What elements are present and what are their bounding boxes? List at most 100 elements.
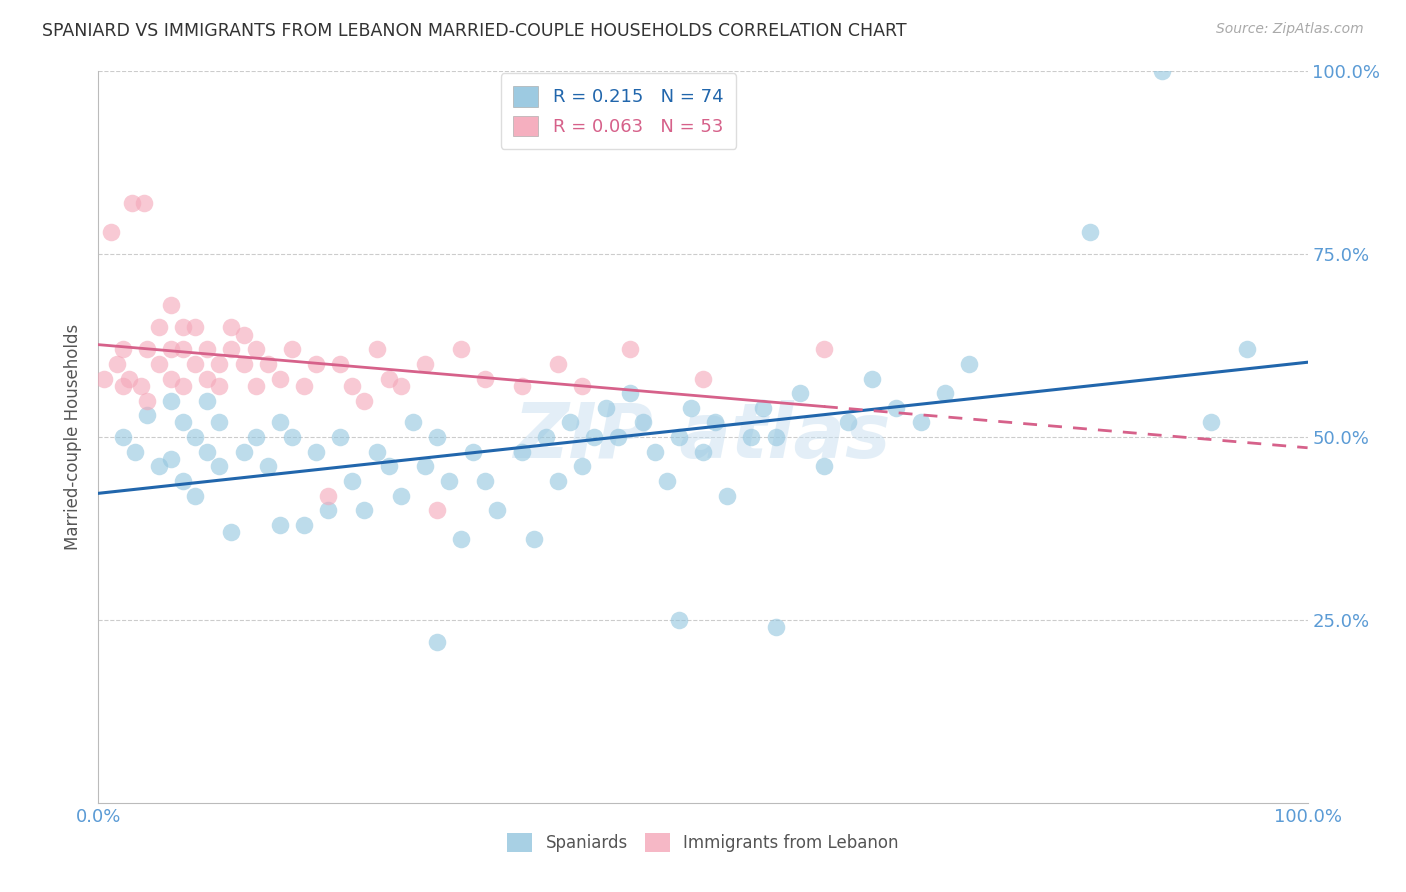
Point	[571, 379, 593, 393]
Point	[413, 459, 436, 474]
Point	[232, 327, 254, 342]
Point	[353, 393, 375, 408]
Point	[1236, 343, 1258, 357]
Point	[121, 196, 143, 211]
Point	[450, 343, 472, 357]
Point	[377, 459, 399, 474]
Point	[148, 320, 170, 334]
Point	[353, 503, 375, 517]
Point	[692, 444, 714, 458]
Point	[413, 357, 436, 371]
Point	[607, 430, 630, 444]
Point	[124, 444, 146, 458]
Point	[547, 357, 569, 371]
Point	[100, 225, 122, 239]
Point	[172, 416, 194, 430]
Point	[184, 489, 207, 503]
Text: ZIP atlas: ZIP atlas	[515, 401, 891, 474]
Point	[329, 430, 352, 444]
Point	[366, 444, 388, 458]
Point	[135, 343, 157, 357]
Point	[510, 379, 533, 393]
Point	[232, 444, 254, 458]
Point	[245, 343, 267, 357]
Point	[111, 379, 134, 393]
Point	[292, 517, 315, 532]
Legend: Spaniards, Immigrants from Lebanon: Spaniards, Immigrants from Lebanon	[499, 824, 907, 860]
Point	[426, 635, 449, 649]
Point	[281, 343, 304, 357]
Point	[837, 416, 859, 430]
Point	[160, 343, 183, 357]
Point	[208, 357, 231, 371]
Point	[765, 430, 787, 444]
Point	[160, 393, 183, 408]
Point	[134, 196, 156, 211]
Point	[184, 430, 207, 444]
Point	[860, 371, 883, 385]
Point	[221, 320, 243, 334]
Point	[426, 503, 449, 517]
Point	[366, 343, 388, 357]
Point	[1078, 225, 1101, 239]
Point	[692, 371, 714, 385]
Point	[292, 379, 315, 393]
Point	[208, 416, 231, 430]
Point	[135, 393, 157, 408]
Point	[474, 371, 496, 385]
Point	[886, 401, 908, 415]
Point	[232, 357, 254, 371]
Point	[184, 357, 207, 371]
Point	[195, 371, 218, 385]
Point	[934, 386, 956, 401]
Point	[269, 416, 291, 430]
Point	[571, 459, 593, 474]
Point	[765, 620, 787, 634]
Point	[111, 343, 134, 357]
Point	[558, 416, 581, 430]
Point	[450, 533, 472, 547]
Point	[111, 430, 134, 444]
Point	[679, 401, 702, 415]
Point	[595, 401, 617, 415]
Point	[172, 320, 194, 334]
Point	[1199, 416, 1222, 430]
Point	[342, 379, 364, 393]
Text: Source: ZipAtlas.com: Source: ZipAtlas.com	[1216, 22, 1364, 37]
Point	[269, 517, 291, 532]
Point	[655, 474, 678, 488]
Point	[281, 430, 304, 444]
Point	[160, 452, 183, 467]
Point	[148, 459, 170, 474]
Point	[957, 357, 980, 371]
Point	[789, 386, 811, 401]
Point	[208, 379, 231, 393]
Point	[172, 379, 194, 393]
Point	[329, 357, 352, 371]
Point	[463, 444, 485, 458]
Point	[437, 474, 460, 488]
Point	[172, 343, 194, 357]
Point	[269, 371, 291, 385]
Point	[256, 459, 278, 474]
Point	[583, 430, 606, 444]
Point	[195, 393, 218, 408]
Y-axis label: Married-couple Households: Married-couple Households	[63, 324, 82, 550]
Point	[716, 489, 738, 503]
Point	[813, 459, 835, 474]
Point	[316, 489, 339, 503]
Point	[668, 430, 690, 444]
Point	[644, 444, 666, 458]
Point	[105, 357, 128, 371]
Point	[910, 416, 932, 430]
Point	[534, 430, 557, 444]
Point	[510, 444, 533, 458]
Point	[184, 320, 207, 334]
Point	[93, 371, 115, 385]
Point	[245, 379, 267, 393]
Point	[129, 379, 152, 393]
Point	[135, 408, 157, 422]
Point	[316, 503, 339, 517]
Point	[245, 430, 267, 444]
Point	[619, 343, 641, 357]
